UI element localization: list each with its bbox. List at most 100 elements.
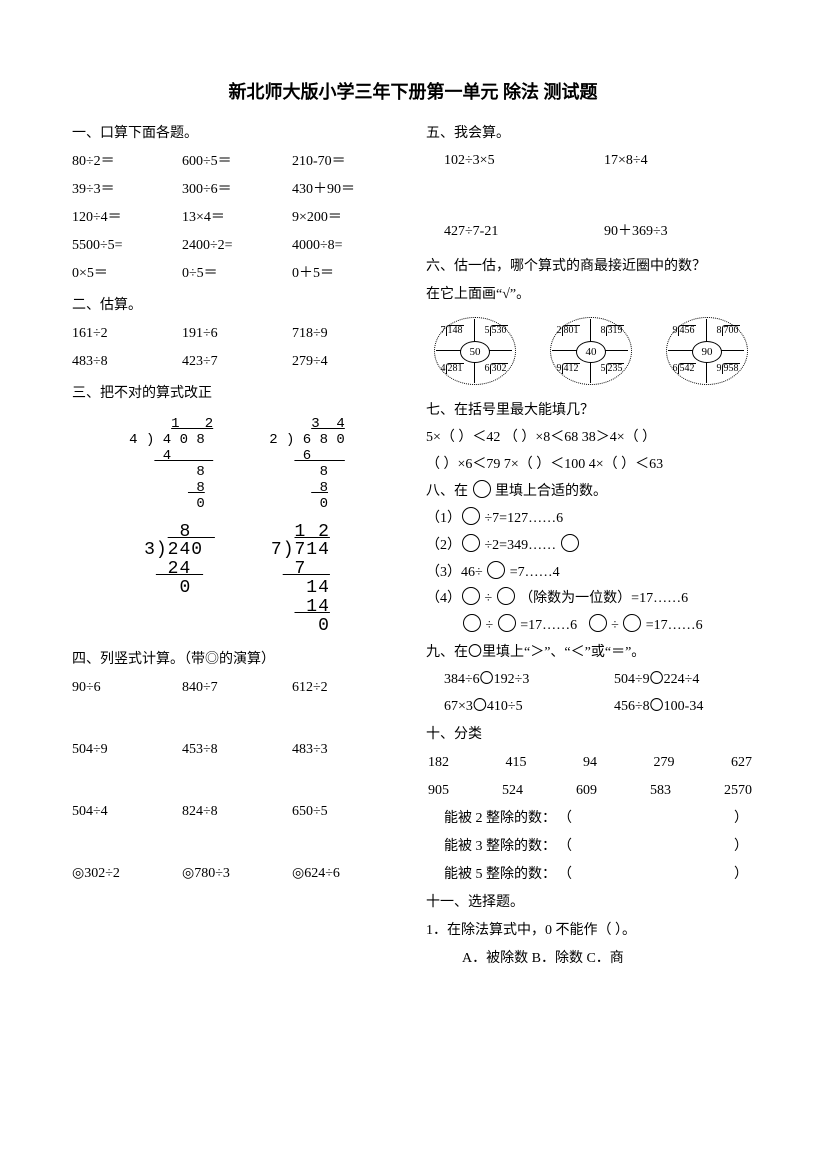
exercise-cell: 483÷8 — [72, 348, 182, 376]
exercise-cell: 612÷2 — [292, 674, 402, 702]
number-cell: 182 — [428, 749, 449, 777]
number-cell: 2570 — [724, 777, 752, 805]
estimate-circle: 714855304281630250 — [426, 317, 522, 385]
exercise-cell: 191÷6 — [182, 320, 292, 348]
s9-heading: 九、在〇里填上“＞”、“＜”或“＝”。 — [426, 639, 754, 667]
exercise-row: 5500÷5=2400÷2=4000÷8= — [72, 232, 402, 260]
longdiv-row-1: 1 2 4 ) 4 0 8 4 8 8 0 3 4 2 ) 6 8 0 6 8 … — [72, 416, 402, 513]
longdiv-b: 3 4 2 ) 6 8 0 6 8 8 0 — [269, 416, 345, 513]
exercise-cell: 824÷8 — [182, 798, 292, 826]
compare-row: 67×3〇410÷5456÷8〇100-34 — [444, 694, 754, 721]
exercise-row: 427÷7-2190＋369÷3 — [444, 219, 754, 246]
exercise-cell: 0÷5＝ — [182, 260, 292, 288]
longdiv-d: 1 2 7)714 7 14 14 0 — [271, 523, 330, 636]
exercise-row: 90÷6840÷7612÷2 — [72, 674, 402, 702]
exercise-cell: 0×5＝ — [72, 260, 182, 288]
exercise-cell: 279÷4 — [292, 348, 402, 376]
s1-heading: 一、口算下面各题。 — [72, 120, 402, 148]
compare-row: 384÷6〇192÷3504÷9〇224÷4 — [444, 667, 754, 694]
category-label: 能被 3 整除的数： — [444, 833, 556, 861]
s5-heading: 五、我会算。 — [426, 120, 754, 148]
s8-item-3: （3）46÷ =7……4 — [426, 560, 754, 587]
compare-cell: 456÷8〇100-34 — [614, 694, 703, 721]
exercise-cell: 650÷5 — [292, 798, 402, 826]
category-label: 能被 5 整除的数： — [444, 861, 556, 889]
exercise-cell: 430＋90＝ — [292, 176, 402, 204]
exercise-cell: 504÷4 — [72, 798, 182, 826]
exercise-cell: 120÷4＝ — [72, 204, 182, 232]
longdiv-c: 8 3)240 24 0 — [144, 523, 215, 636]
circle-row: 7148553042816302502801831994125235409456… — [426, 317, 754, 385]
exercise-cell: 161÷2 — [72, 320, 182, 348]
paren-open: （ — [558, 833, 572, 861]
exercise-row: 504÷9453÷8483÷3 — [72, 736, 402, 764]
exercise-cell: 90＋369÷3 — [604, 219, 668, 246]
right-column: 五、我会算。 102÷3×517×8÷4 427÷7-2190＋369÷3 六、估… — [426, 116, 754, 973]
s11-q1: 1．在除法算式中，0 不能作（ ）。 — [426, 917, 754, 945]
exercise-cell: ◎624÷6 — [292, 860, 402, 888]
mini-longdiv: 4281 — [441, 363, 464, 374]
mini-longdiv: 6542 — [673, 363, 696, 374]
longdiv-a: 1 2 4 ) 4 0 8 4 8 8 0 — [129, 416, 213, 513]
category-line: 能被 2 整除的数：（ ） — [426, 805, 754, 833]
exercise-cell: 9×200＝ — [292, 204, 402, 232]
paren-close: ） — [734, 805, 754, 833]
mini-longdiv: 5235 — [601, 363, 624, 374]
paren-close: ） — [734, 833, 754, 861]
exercise-cell: 453÷8 — [182, 736, 292, 764]
left-column: 一、口算下面各题。 80÷2＝600÷5＝210-70＝39÷3＝300÷6＝4… — [72, 116, 402, 973]
exercise-cell: 17×8÷4 — [604, 148, 648, 175]
page-title: 新北师大版小学三年下册第一单元 除法 测试题 — [72, 78, 754, 104]
exercise-row: 483÷8423÷7279÷4 — [72, 348, 402, 376]
s8-item-4: （4） ÷ （除数为一位数）=17……6 — [426, 586, 754, 613]
estimate-circle: 280183199412523540 — [542, 317, 638, 385]
exercise-row: 504÷4824÷8650÷5 — [72, 798, 402, 826]
exercise-cell: 600÷5＝ — [182, 148, 292, 176]
exercise-cell: 0＋5＝ — [292, 260, 402, 288]
compare-cell: 384÷6〇192÷3 — [444, 667, 614, 694]
exercise-cell: 2400÷2= — [182, 232, 292, 260]
exercise-cell: 504÷9 — [72, 736, 182, 764]
exercise-cell: 840÷7 — [182, 674, 292, 702]
mini-longdiv: 9412 — [557, 363, 580, 374]
exercise-cell: 90÷6 — [72, 674, 182, 702]
estimate-circle: 945687006542995890 — [658, 317, 754, 385]
s8-tail: ÷ =17……6 ÷ =17……6 — [426, 613, 754, 640]
exercise-cell: 102÷3×5 — [444, 148, 604, 175]
s6-sub: 在它上面画“√”。 — [426, 281, 754, 309]
compare-cell: 504÷9〇224÷4 — [614, 667, 699, 694]
exercise-cell: 4000÷8= — [292, 232, 402, 260]
exercise-row: 80÷2＝600÷5＝210-70＝ — [72, 148, 402, 176]
number-cell: 905 — [428, 777, 449, 805]
exercise-cell: 5500÷5= — [72, 232, 182, 260]
s10-nums-2: 9055246095832570 — [426, 777, 754, 805]
exercise-cell: ◎302÷2 — [72, 860, 182, 888]
s7-heading: 七、在括号里最大能填几？ — [426, 397, 754, 425]
mini-longdiv: 9456 — [673, 325, 696, 336]
mini-longdiv: 6302 — [485, 363, 508, 374]
category-label: 能被 2 整除的数： — [444, 805, 556, 833]
s3-heading: 三、把不对的算式改正 — [72, 380, 402, 408]
exercise-cell: 483÷3 — [292, 736, 402, 764]
mini-longdiv: 9958 — [717, 363, 740, 374]
exercise-row: 0×5＝0÷5＝0＋5＝ — [72, 260, 402, 288]
mini-longdiv: 8700 — [717, 325, 740, 336]
exercise-cell: 300÷6＝ — [182, 176, 292, 204]
category-line: 能被 3 整除的数：（ ） — [426, 833, 754, 861]
longdiv-row-2: 8 3)240 24 0 1 2 7)714 7 14 14 0 — [72, 523, 402, 636]
s8-heading: 八、在 里填上合适的数。 — [426, 478, 754, 506]
number-cell: 279 — [654, 749, 675, 777]
category-line: 能被 5 整除的数：（） — [426, 861, 754, 889]
number-cell: 609 — [576, 777, 597, 805]
exercise-cell: 210-70＝ — [292, 148, 402, 176]
paren-open: （ — [558, 805, 572, 833]
mini-longdiv: 8319 — [601, 325, 624, 336]
mini-longdiv: 7148 — [441, 325, 464, 336]
number-cell: 524 — [502, 777, 523, 805]
circle-icon — [473, 480, 491, 498]
exercise-row: 39÷3＝300÷6＝430＋90＝ — [72, 176, 402, 204]
number-cell: 415 — [506, 749, 527, 777]
exercise-row: ◎302÷2◎780÷3◎624÷6 — [72, 860, 402, 888]
s6-heading: 六、估一估，哪个算式的商最接近圈中的数？ — [426, 253, 754, 281]
mini-longdiv: 5530 — [485, 325, 508, 336]
